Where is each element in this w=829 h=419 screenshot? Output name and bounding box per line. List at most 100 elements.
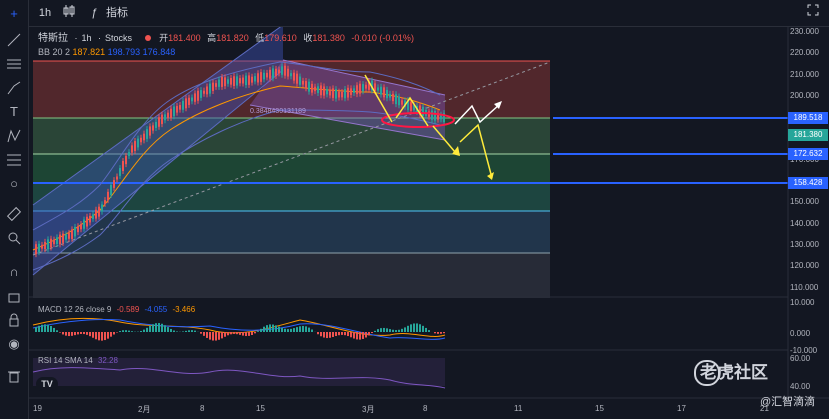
bb-legend[interactable]: BB 20 2 187.821 198.793 176.848 xyxy=(38,47,175,57)
zoom-icon[interactable] xyxy=(4,228,24,248)
macd-axis-label: 0.000 xyxy=(790,329,811,338)
macd-legend[interactable]: MACD 12 26 close 9 -0.589 -4.055 -3.466 xyxy=(38,305,195,314)
interval-button[interactable]: 1h xyxy=(38,7,52,19)
candle-body xyxy=(239,78,241,84)
macd-bar xyxy=(326,332,328,339)
macd-bar xyxy=(50,326,52,332)
macd-bar xyxy=(149,325,151,332)
horizontal-lines-icon[interactable] xyxy=(4,54,24,74)
macd-bar xyxy=(143,329,145,332)
macd-bar xyxy=(176,331,178,332)
candle-body xyxy=(179,105,181,110)
magnet-icon[interactable]: ∩ xyxy=(9,264,19,279)
candle-body xyxy=(215,83,217,87)
macd-bar xyxy=(35,327,37,332)
rsi-label: RSI 14 SMA 14 xyxy=(38,356,93,365)
candle-body xyxy=(419,105,421,116)
price-axis-label: 210.000 xyxy=(790,69,819,79)
candle-body xyxy=(158,117,160,127)
time-axis-label: 21 xyxy=(760,404,769,413)
macd-bar xyxy=(92,332,94,338)
macd-bar xyxy=(182,331,184,332)
candle-body xyxy=(323,86,325,96)
candle-body xyxy=(290,73,292,77)
rsi-axis-label: 60.00 xyxy=(790,354,811,363)
watermark-logo-icon xyxy=(694,360,720,386)
candle-body xyxy=(296,73,298,84)
candle-body xyxy=(257,73,259,83)
candle-style-icon[interactable] xyxy=(62,4,76,22)
ruler-icon[interactable] xyxy=(4,204,24,224)
macd-bar xyxy=(269,324,271,332)
price-tag[interactable]: 158.428 xyxy=(788,177,828,189)
crosshair-icon[interactable]: + xyxy=(10,6,18,21)
macd-bar xyxy=(257,331,259,332)
macd-bar xyxy=(281,327,283,332)
candle-body xyxy=(263,72,265,80)
fib-tool-icon[interactable] xyxy=(4,150,24,170)
macd-bar xyxy=(254,332,256,334)
candle-body xyxy=(41,244,43,249)
indicators-icon[interactable]: ƒ xyxy=(90,7,98,19)
candle-body xyxy=(362,84,364,92)
candle-body xyxy=(170,108,172,118)
macd-bar xyxy=(368,332,370,336)
shape-circle-icon[interactable]: ○ xyxy=(10,176,18,191)
macd-bar xyxy=(107,332,109,339)
macd-bar xyxy=(275,325,277,332)
candle-body xyxy=(347,87,349,98)
candle-body xyxy=(230,78,232,85)
macd-bar xyxy=(434,332,436,334)
tradingview-logo[interactable]: TV xyxy=(36,377,58,391)
macd-bar xyxy=(392,329,394,332)
candle-body xyxy=(122,161,124,171)
macd-bar xyxy=(173,330,175,332)
fullscreen-icon[interactable] xyxy=(806,4,820,22)
macd-bar xyxy=(77,332,79,335)
price-tag[interactable]: 189.518 xyxy=(788,112,828,124)
candle-body xyxy=(206,86,208,95)
macd-bar xyxy=(398,329,400,332)
time-axis-label: 8 xyxy=(200,404,205,413)
price-tag[interactable]: 172.632 xyxy=(788,148,828,160)
price-tag[interactable]: 181.380 xyxy=(788,129,828,141)
trash-icon[interactable] xyxy=(4,366,24,386)
candle-body xyxy=(248,75,250,85)
candle-body xyxy=(374,83,376,92)
candle-body xyxy=(311,83,313,93)
macd-bar xyxy=(260,328,262,332)
macd-bar xyxy=(122,330,124,332)
macd-bar xyxy=(65,332,67,336)
candle-body xyxy=(44,241,46,250)
candle-body xyxy=(341,92,343,98)
macd-bar xyxy=(296,327,298,332)
candle-body xyxy=(224,77,226,87)
symbol-legend: 特斯拉 · 1h · Stocks 开181.400 高181.820 低179.6… xyxy=(38,33,414,44)
eye-icon[interactable]: ◉ xyxy=(8,336,20,351)
brush-icon[interactable] xyxy=(4,78,24,98)
open-value: 181.400 xyxy=(168,33,201,43)
candle-body xyxy=(233,76,235,87)
time-axis-label: 19 xyxy=(33,404,42,413)
price-axis-label: 110.000 xyxy=(790,282,819,292)
pattern-icon[interactable] xyxy=(4,126,24,146)
candle-body xyxy=(167,112,169,118)
macd-bar xyxy=(395,330,397,332)
legend-market: Stocks xyxy=(105,33,133,43)
symbol-name[interactable]: 特斯拉 xyxy=(38,33,68,44)
candle-body xyxy=(227,79,229,84)
candle-body xyxy=(101,204,103,212)
macd-bar xyxy=(104,332,106,341)
macd-bar xyxy=(233,332,235,334)
trendline-icon[interactable] xyxy=(4,30,24,50)
rsi-legend[interactable]: RSI 14 SMA 14 32.28 xyxy=(38,356,118,365)
time-axis-label: 3月 xyxy=(362,405,375,414)
text-tool-icon[interactable]: T xyxy=(10,104,18,119)
lock-icon[interactable] xyxy=(4,310,24,330)
lock-drawing-icon[interactable] xyxy=(4,286,24,306)
macd-bar xyxy=(161,323,163,332)
macd-value-2: -4.055 xyxy=(144,305,168,314)
indicators-button[interactable]: 指标 xyxy=(106,7,128,19)
macd-bar xyxy=(227,332,229,336)
